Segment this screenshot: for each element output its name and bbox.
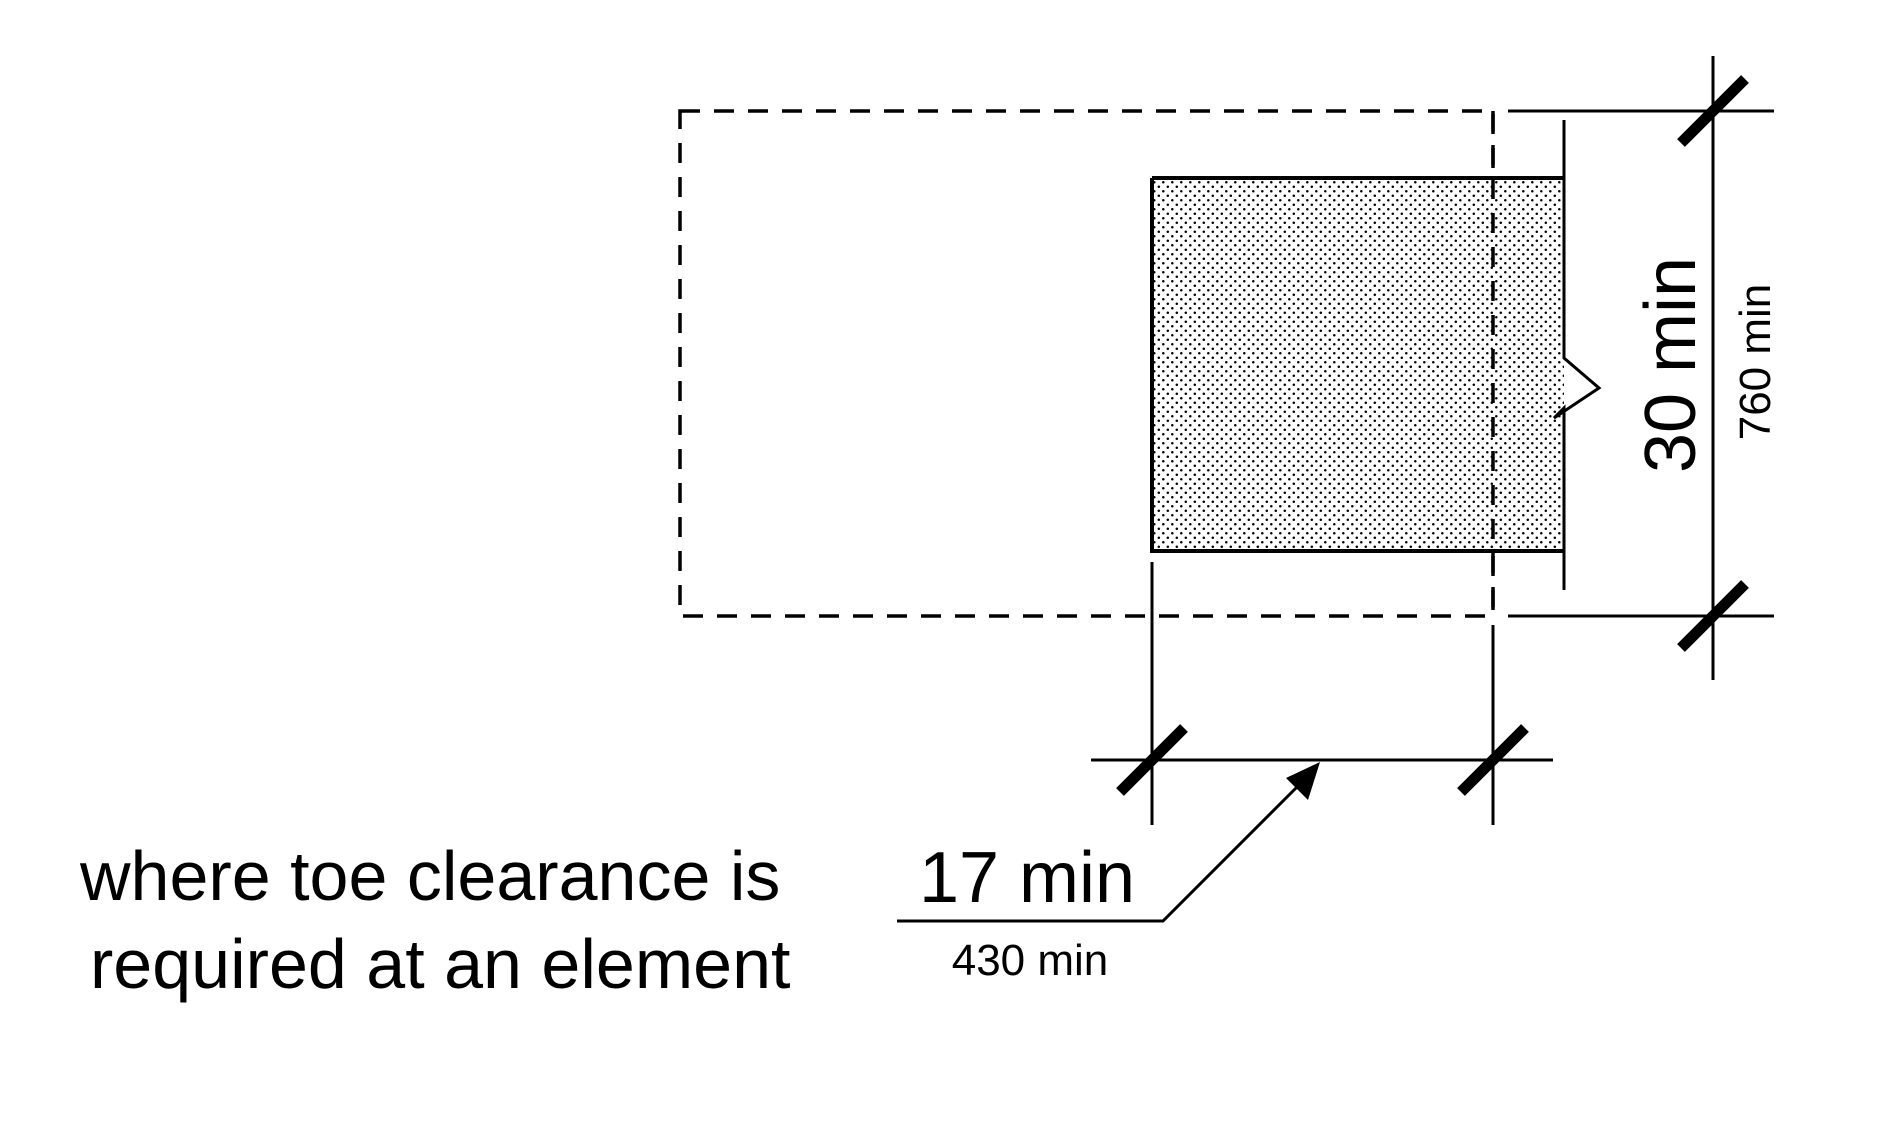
depth-imperial-label: 30 min	[1631, 257, 1711, 473]
width-dimension	[1091, 562, 1553, 825]
leader-arrow	[897, 762, 1320, 923]
depth-dimension	[1508, 56, 1774, 680]
toe-clearance-element	[1150, 120, 1602, 590]
width-metric-label: 430 min	[952, 936, 1109, 985]
caption-line-2: required at an element	[90, 925, 790, 1003]
depth-metric-label: 760 min	[1731, 284, 1780, 441]
width-imperial-label: 17 min	[919, 838, 1135, 918]
break-line	[1552, 120, 1602, 590]
caption-line-1: where toe clearance is	[79, 837, 780, 915]
